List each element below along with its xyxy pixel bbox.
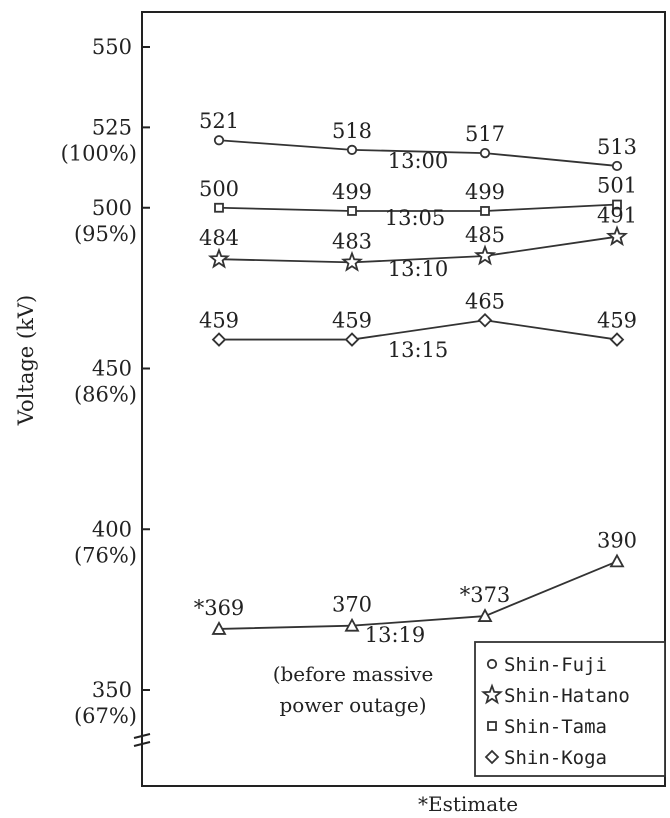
series-untitled: *369 370 *373 390 — [194, 528, 637, 635]
data-label: 513 — [597, 135, 637, 159]
series-line — [218, 203, 618, 212]
time-annotations: 13:00 13:05 13:10 13:15 13:19 — [365, 149, 449, 647]
y-tick-label: 450 — [92, 357, 132, 381]
data-label: 459 — [199, 309, 239, 333]
data-label: 499 — [332, 180, 372, 204]
series-shin-koga: 459 459 465 459 — [199, 289, 637, 347]
y-tick-label: 350 — [92, 678, 132, 702]
data-label: 465 — [465, 289, 505, 313]
legend-marker-diamond — [484, 749, 500, 765]
data-point-circle — [346, 144, 358, 155]
data-point-star — [473, 244, 497, 266]
time-annotation: 13:00 — [388, 149, 449, 173]
data-point-diamond — [477, 313, 493, 328]
time-annotation: 13:10 — [388, 257, 449, 281]
series-shin-hatano: 484 483 485 491 — [199, 204, 637, 272]
series-shin-fuji: 521 518 517 513 — [199, 109, 637, 172]
y-tick-label: 400 — [92, 517, 132, 541]
data-label: 521 — [199, 109, 239, 133]
data-label: 517 — [465, 122, 505, 146]
series-line — [218, 139, 618, 167]
data-point-square — [612, 199, 622, 210]
legend-marker-star — [480, 683, 504, 705]
data-point-triangle — [477, 608, 493, 622]
data-label: 370 — [332, 593, 372, 617]
legend: Shin-Fuji Shin-Hatano Shin-Tama Shin-Koga — [474, 641, 666, 777]
y-tick-percent: (76%) — [74, 543, 137, 567]
data-label: 485 — [465, 223, 505, 247]
y-tick-percent: (86%) — [74, 383, 137, 407]
legend-label: Shin-Fuji — [504, 654, 607, 676]
series-shin-tama: 500 499 499 501 — [199, 174, 637, 216]
data-point-triangle — [609, 553, 625, 568]
data-point-square — [480, 206, 490, 216]
data-point-triangle — [211, 621, 227, 635]
data-point-star — [340, 250, 364, 272]
data-point-triangle — [344, 617, 360, 632]
data-label: 459 — [597, 309, 637, 333]
data-point-diamond — [609, 332, 625, 347]
data-point-star — [605, 225, 629, 247]
series-line — [218, 560, 618, 630]
data-point-square — [214, 202, 224, 213]
data-point-circle — [213, 135, 225, 146]
outage-note-line1: (before massive — [273, 662, 434, 686]
legend-label: Shin-Koga — [504, 747, 607, 769]
data-point-star — [207, 247, 231, 269]
axis-break-mark — [133, 733, 151, 747]
data-label: 500 — [199, 177, 239, 201]
outage-note-line2: power outage) — [279, 693, 426, 717]
data-label: 390 — [597, 528, 637, 552]
y-axis-label: Voltage (kV) — [14, 295, 38, 426]
data-label: *373 — [460, 583, 511, 607]
data-label: 499 — [465, 180, 505, 204]
y-axis-ticks: 550 525(100%) 500(95%) 450(86%) 400(76%) 350(… — [61, 35, 150, 728]
legend-label: Shin-Hatano — [504, 685, 630, 707]
data-label: 491 — [597, 204, 637, 228]
data-label: 518 — [332, 119, 372, 143]
y-tick-percent: (100%) — [61, 141, 137, 165]
legend-box — [474, 641, 666, 777]
data-label: 501 — [597, 174, 637, 198]
y-tick-percent: (95%) — [74, 222, 137, 246]
legend-label: Shin-Tama — [504, 716, 607, 738]
data-label: 484 — [199, 226, 239, 250]
time-annotation: 13:19 — [365, 623, 426, 647]
data-point-circle — [479, 147, 491, 159]
y-tick-label: 550 — [92, 35, 132, 59]
data-point-diamond — [344, 332, 360, 347]
data-point-square — [347, 206, 357, 216]
footnote-estimate: *Estimate — [418, 792, 518, 816]
plot-frame — [141, 11, 666, 787]
y-tick-percent: (67%) — [74, 704, 137, 728]
data-label: *369 — [194, 596, 245, 620]
legend-marker-square — [487, 721, 497, 731]
y-tick-label: 500 — [92, 196, 132, 220]
time-annotation: 13:05 — [385, 206, 446, 230]
legend-marker-circle — [486, 658, 498, 670]
data-point-diamond — [211, 332, 227, 347]
data-point-circle — [611, 160, 623, 172]
series-line — [218, 235, 618, 264]
data-label: 459 — [332, 309, 372, 333]
series-line — [219, 319, 618, 341]
time-annotation: 13:15 — [388, 338, 449, 362]
data-label: 483 — [332, 229, 372, 253]
y-tick-label: 525 — [92, 115, 132, 139]
